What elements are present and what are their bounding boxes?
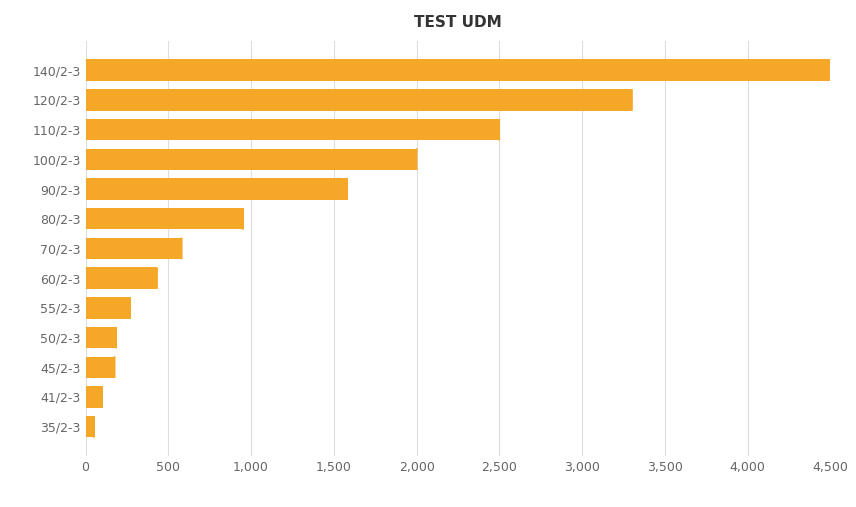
Bar — [86, 297, 130, 318]
Bar — [86, 386, 102, 408]
Bar — [86, 119, 499, 140]
Title: TEST UDM: TEST UDM — [414, 15, 502, 30]
Bar — [86, 416, 94, 438]
Bar — [86, 59, 830, 81]
Bar — [86, 208, 243, 229]
Bar — [86, 268, 157, 289]
Bar — [86, 149, 417, 170]
Bar — [86, 356, 115, 378]
Bar — [86, 238, 181, 259]
Bar — [86, 178, 347, 200]
Bar — [86, 327, 116, 348]
Bar — [86, 89, 632, 111]
